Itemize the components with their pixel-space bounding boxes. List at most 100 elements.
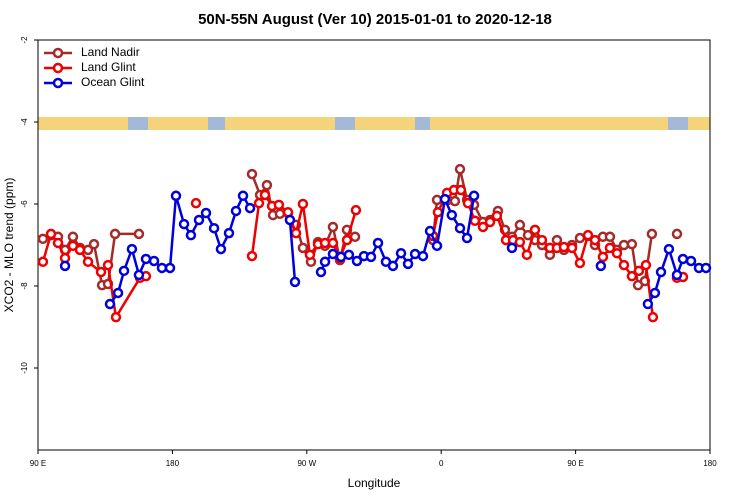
x-tick-label: 90 W xyxy=(297,459,316,468)
point xyxy=(259,189,271,201)
point xyxy=(506,242,518,254)
point xyxy=(52,237,64,249)
point xyxy=(455,184,467,196)
point xyxy=(514,236,526,248)
point xyxy=(595,260,607,272)
point xyxy=(237,190,249,202)
x-tick-label: 180 xyxy=(703,459,717,468)
legend-label: Land Glint xyxy=(81,60,136,74)
point xyxy=(109,228,121,240)
land-strip xyxy=(430,117,668,130)
x-tick-label: 90 E xyxy=(567,459,583,468)
point xyxy=(647,311,659,323)
point xyxy=(655,266,667,278)
point xyxy=(372,237,384,249)
point xyxy=(633,265,645,277)
point xyxy=(604,242,616,254)
point xyxy=(253,197,265,209)
x-axis-label: Longitude xyxy=(348,476,401,490)
point xyxy=(566,242,578,254)
point xyxy=(461,232,473,244)
point xyxy=(148,255,160,267)
point xyxy=(671,228,683,240)
point xyxy=(261,179,273,191)
point xyxy=(185,229,197,241)
land-strip xyxy=(355,117,415,130)
point xyxy=(156,262,168,274)
point xyxy=(230,205,242,217)
point xyxy=(350,204,362,216)
point xyxy=(118,265,130,277)
point xyxy=(462,197,474,209)
point xyxy=(126,243,138,255)
point xyxy=(133,228,145,240)
point xyxy=(477,221,489,233)
point xyxy=(59,260,71,272)
point xyxy=(200,207,212,219)
point xyxy=(88,238,100,250)
point xyxy=(514,219,526,231)
land-strip xyxy=(148,117,208,130)
point xyxy=(446,209,458,221)
point xyxy=(315,266,327,278)
point xyxy=(297,242,309,254)
point xyxy=(574,232,586,244)
y-tick-label: -8 xyxy=(20,282,29,290)
point xyxy=(208,222,220,234)
x-tick-label: 0 xyxy=(439,459,444,468)
point xyxy=(341,234,353,246)
point xyxy=(244,202,256,214)
point xyxy=(365,251,377,263)
point xyxy=(685,255,697,267)
point xyxy=(589,234,601,246)
point xyxy=(677,253,689,265)
point xyxy=(190,197,202,209)
point xyxy=(484,216,496,228)
x-tick-label: 90 E xyxy=(30,459,46,468)
point xyxy=(449,195,461,207)
point xyxy=(529,224,541,236)
point xyxy=(327,237,339,249)
point xyxy=(273,199,285,211)
point xyxy=(558,241,570,253)
point xyxy=(170,190,182,202)
point xyxy=(574,257,586,269)
point xyxy=(290,227,302,239)
point xyxy=(626,270,638,282)
point xyxy=(104,298,116,310)
point xyxy=(215,243,227,255)
point xyxy=(164,262,176,274)
point xyxy=(112,287,124,299)
point xyxy=(649,287,661,299)
y-tick-label: -2 xyxy=(20,36,29,44)
point xyxy=(454,222,466,234)
point xyxy=(417,250,429,262)
point xyxy=(671,269,683,281)
point xyxy=(387,260,399,272)
chart-title: 50N-55N August (Ver 10) 2015-01-01 to 20… xyxy=(198,11,552,28)
y-tick-label: -4 xyxy=(20,118,29,126)
x-tick-label: 180 xyxy=(166,459,180,468)
point xyxy=(439,193,451,205)
point xyxy=(37,233,49,245)
point xyxy=(626,238,638,250)
point xyxy=(700,262,712,274)
point xyxy=(343,249,355,261)
point xyxy=(110,311,122,323)
point xyxy=(67,231,79,243)
legend-marker xyxy=(52,62,64,74)
map-strip xyxy=(38,117,710,130)
point xyxy=(521,249,533,261)
y-tick-label: -6 xyxy=(20,200,29,208)
point xyxy=(536,234,548,246)
point xyxy=(582,229,594,241)
y-tick-label: -10 xyxy=(20,362,29,374)
legend-label: Ocean Glint xyxy=(81,75,145,89)
point xyxy=(351,255,363,267)
point xyxy=(37,256,49,268)
legend-label: Land Nadir xyxy=(81,45,140,59)
point xyxy=(223,227,235,239)
point xyxy=(469,215,481,227)
